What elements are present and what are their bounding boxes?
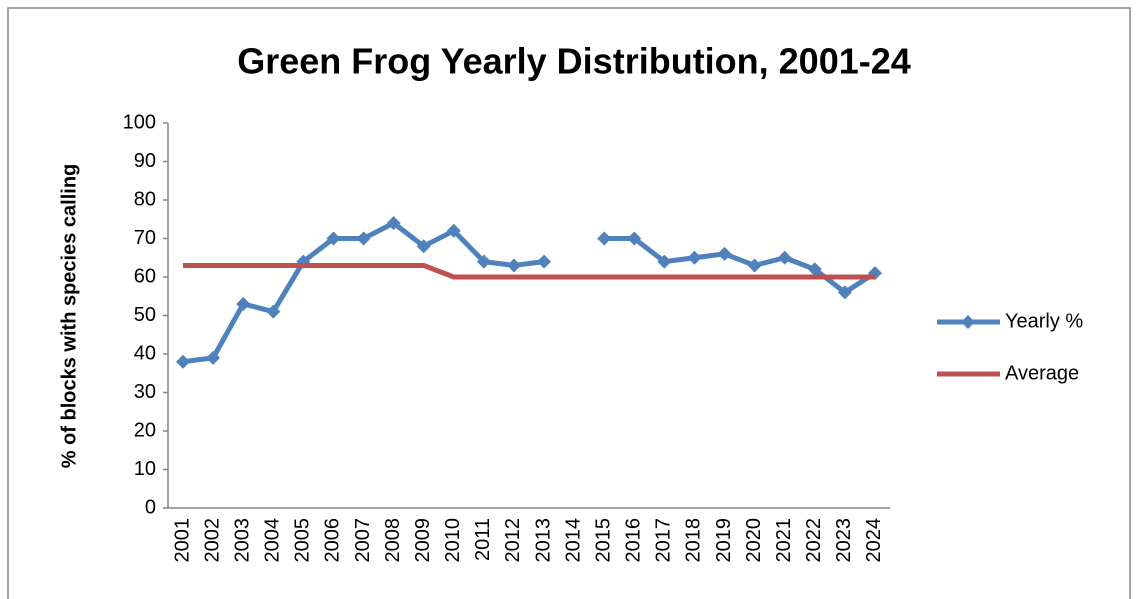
x-tick-label: 2014 (562, 518, 584, 563)
x-tick-label: 2020 (743, 518, 765, 563)
x-tick-label: 2017 (653, 518, 675, 563)
y-tick-label: 10 (134, 458, 156, 480)
x-tick-label: 2007 (352, 518, 374, 563)
marker (747, 258, 762, 273)
y-tick-label: 40 (134, 342, 156, 364)
x-tick-label: 2015 (592, 518, 614, 563)
marker (597, 231, 612, 246)
x-tick-label: 2013 (532, 518, 554, 563)
legend-label: Yearly % (1005, 310, 1083, 332)
y-tick-label: 20 (134, 419, 156, 441)
x-tick-label: 2021 (773, 518, 795, 563)
x-tick-label: 2023 (833, 518, 855, 563)
marker (717, 246, 732, 261)
marker (506, 258, 521, 273)
y-tick-label: 70 (134, 227, 156, 249)
x-tick-label: 2019 (713, 518, 735, 563)
x-tick-label: 2011 (472, 518, 494, 561)
series-line (183, 262, 875, 280)
marker (386, 216, 401, 231)
y-tick-label: 90 (134, 150, 156, 172)
x-tick-label: 2018 (683, 518, 705, 563)
legend-label: Average (1005, 362, 1079, 384)
y-axis-label: % of blocks with species calling (58, 164, 80, 469)
x-tick-label: 2005 (292, 518, 314, 563)
marker (416, 239, 431, 254)
x-tick-label: 2016 (623, 518, 645, 563)
y-tick-label: 30 (134, 381, 156, 403)
marker (236, 296, 251, 311)
marker (687, 250, 702, 265)
x-tick-label: 2001 (171, 518, 193, 563)
marker (657, 254, 672, 269)
x-tick-label: 2009 (412, 518, 434, 563)
x-tick-label: 2012 (502, 518, 524, 563)
marker (446, 223, 461, 238)
x-tick-label: 2004 (262, 518, 284, 563)
y-tick-label: 60 (134, 265, 156, 287)
x-tick-label: 2010 (442, 518, 464, 563)
chart-border (7, 7, 1131, 599)
marker (266, 304, 281, 319)
legend-marker (961, 315, 975, 329)
x-tick-label: 2006 (322, 518, 344, 563)
y-tick-label: 50 (134, 304, 156, 326)
marker (206, 350, 221, 365)
marker (326, 231, 341, 246)
marker (356, 231, 371, 246)
x-tick-label: 2024 (863, 518, 885, 563)
y-tick-label: 100 (123, 111, 156, 133)
marker (837, 285, 852, 300)
x-tick-label: 2003 (231, 518, 253, 563)
y-tick-label: 0 (145, 496, 156, 518)
x-tick-label: 2002 (201, 518, 223, 563)
x-tick-label: 2008 (382, 518, 404, 563)
marker (476, 254, 491, 269)
marker (807, 262, 822, 277)
marker (537, 254, 552, 269)
marker (176, 354, 191, 369)
y-tick-label: 80 (134, 188, 156, 210)
x-tick-label: 2022 (803, 518, 825, 563)
marker (627, 231, 642, 246)
marker (777, 250, 792, 265)
chart-title: Green Frog Yearly Distribution, 2001-24 (237, 41, 911, 82)
